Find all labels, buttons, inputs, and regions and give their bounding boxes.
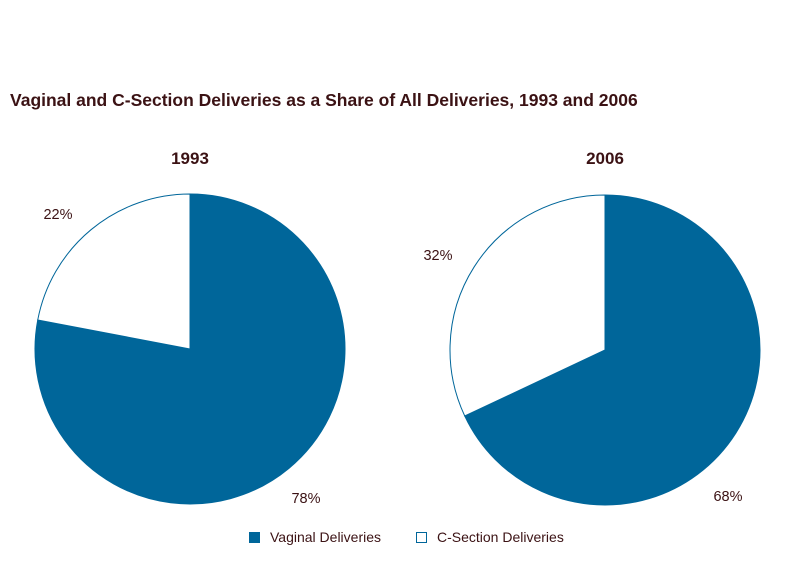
legend-swatch-vaginal <box>249 531 260 543</box>
legend-label-csection: C-Section Deliveries <box>437 529 564 545</box>
data-label-vaginal: 78% <box>291 491 320 507</box>
pie-slice-csection <box>37 193 191 350</box>
legend-item-csection: C-Section Deliveries <box>416 529 564 545</box>
data-label-vaginal: 68% <box>713 489 742 505</box>
legend-swatch-csection <box>416 531 427 543</box>
chart-title: Vaginal and C-Section Deliveries as a Sh… <box>10 90 638 110</box>
legend-item-vaginal: Vaginal Deliveries <box>249 529 381 545</box>
data-label-csection: 32% <box>423 248 452 264</box>
pie-slice-vaginal <box>464 194 761 506</box>
legend-label-vaginal: Vaginal Deliveries <box>270 529 382 545</box>
pie-slice-csection <box>449 194 606 417</box>
pie-slice-vaginal <box>34 193 346 505</box>
data-label-csection: 22% <box>43 207 72 223</box>
pie-title-2006: 2006 <box>586 149 624 168</box>
pie-title-1993: 1993 <box>171 149 209 168</box>
